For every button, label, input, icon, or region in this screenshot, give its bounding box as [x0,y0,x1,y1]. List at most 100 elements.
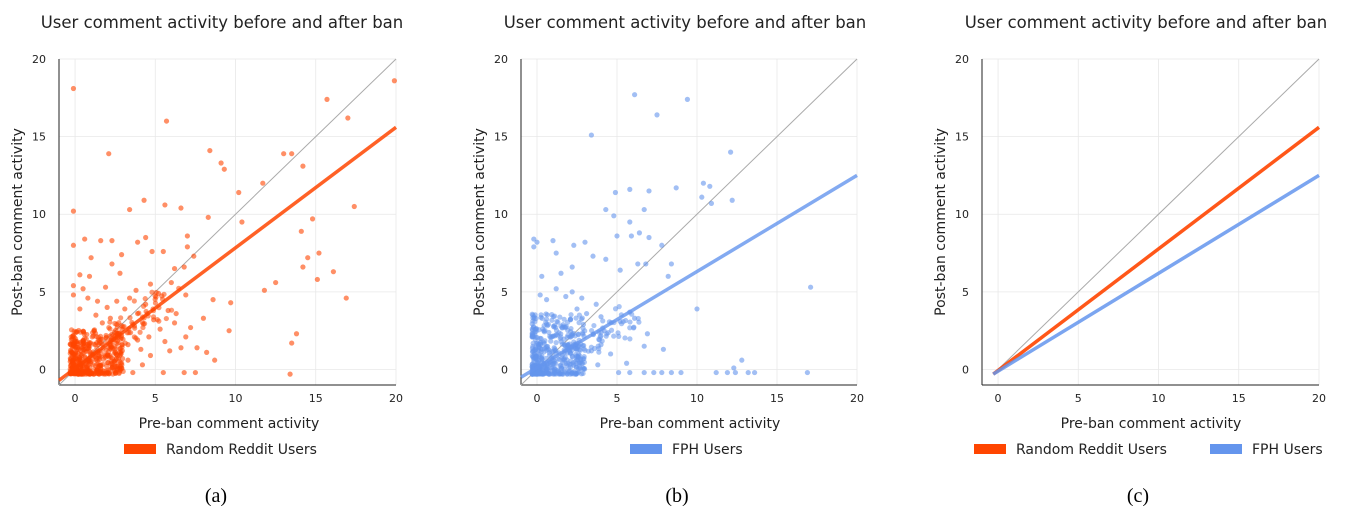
scatter-point [632,315,638,321]
scatter-point [117,360,124,366]
scatter-point [74,344,80,351]
x-axis-label: Pre-ban comment activity [1061,416,1242,432]
scatter-point [558,270,564,276]
regression-line [520,173,858,379]
y-tick-label: 5 [501,286,508,299]
x-tick-label: 5 [614,392,621,405]
scatter-point [117,270,123,276]
scatter-point [118,315,124,321]
scatter-point [181,264,187,270]
scatter-point [102,284,109,290]
scatter-point [86,273,93,279]
scatter-point [73,371,79,377]
scatter-point [137,329,143,335]
y-tick-label: 15 [955,131,969,144]
scatter-point [564,357,570,363]
scatter-point [551,358,558,364]
scatter-point [641,343,647,349]
scatter-point [73,329,79,335]
scatter-point [660,346,667,352]
scatter-point [535,369,542,375]
scatter-point [550,313,556,320]
scatter-point [700,180,707,186]
scatter-point [200,315,207,321]
scatter-point [636,230,643,236]
scatter-point [659,242,665,248]
scatter-point [627,219,633,225]
scatter-point [157,326,163,332]
x-tick-label: 15 [770,392,784,405]
scatter-point [553,250,559,256]
scatter-point [184,233,190,239]
scatter-point [588,327,595,334]
scatter-point [130,369,136,376]
scatter-point [99,320,105,326]
scatter-point [544,366,550,372]
scatter-point [628,233,635,239]
scatter-point [641,369,647,376]
scatter-point [82,236,88,242]
scatter-point [343,295,349,301]
scatter-point [107,315,113,321]
scatter-point [646,234,652,241]
scatter-point [330,269,337,275]
scatter-point [109,261,115,267]
scatter-point [531,236,537,242]
scatter-point [287,371,293,377]
scatter-point [178,345,184,351]
scatter-point [80,286,86,292]
scatter-point [98,370,105,376]
scatter-point [627,325,633,331]
scatter-point [707,183,713,189]
scatter-point [260,180,266,186]
scatter-point [94,298,101,304]
y-tick-label: 15 [32,131,46,144]
x-tick-label: 0 [534,392,541,405]
scatter-point [114,321,120,328]
scatter-point [127,315,133,321]
panel-a: User comment activity before and after b… [10,13,403,506]
scatter-point [591,322,597,329]
y-axis-label: Post-ban comment activity [933,128,949,316]
scatter-point [77,306,83,312]
scatter-point [646,188,652,194]
scatter-point [108,344,114,350]
scatter-point [579,295,585,301]
scatter-point [554,332,561,338]
scatter-point [139,362,146,368]
scatter-point [126,330,132,336]
scatter-point [76,357,82,363]
x-tick-label: 10 [690,392,704,405]
scatter-point [92,363,99,369]
legend-label: FPH Users [672,442,743,458]
legend-swatch [1210,444,1242,454]
scatter-point [729,197,735,203]
scatter-point [156,318,162,324]
scatter-point [68,348,74,355]
scatter-point [724,369,731,376]
scatter-point [532,312,538,318]
panel-caption: (b) [665,485,688,506]
scatter-point [345,115,351,121]
legend-swatch [124,444,156,454]
scatter-point [83,336,89,342]
scatter-point [121,323,127,330]
scatter-point [731,365,737,371]
scatter-point [173,310,179,317]
x-tick-label: 20 [389,392,403,405]
scatter-point [161,291,167,297]
scatter-point [281,151,287,157]
chart-title: User comment activity before and after b… [504,13,867,32]
scatter-point [543,311,549,317]
scatter-point [622,335,628,341]
scatter-point [117,349,123,355]
scatter-point [187,324,194,331]
scatter-point [70,292,77,298]
scatter-point [84,345,90,352]
scatter-point [152,300,159,306]
scatter-point [184,244,190,250]
legend-item: FPH Users [1210,442,1323,458]
scatter-point [641,206,647,213]
scatter-point [535,341,541,348]
x-tick-label: 20 [850,392,864,405]
